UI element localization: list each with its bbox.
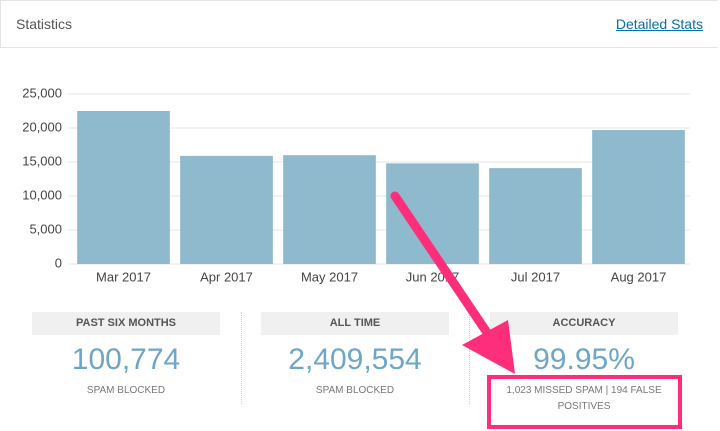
- y-tick-label: 15,000: [22, 153, 62, 168]
- y-tick-label: 20,000: [22, 119, 62, 134]
- header: Statistics Detailed Stats: [0, 0, 718, 48]
- stat-heading: ACCURACY: [490, 312, 678, 335]
- stat-heading: ALL TIME: [261, 312, 449, 335]
- bar: [592, 130, 685, 264]
- stat-value: 99.95%: [533, 343, 635, 376]
- y-tick-label: 5,000: [29, 221, 62, 236]
- bar: [489, 168, 582, 264]
- y-tick-label: 10,000: [22, 187, 62, 202]
- bar: [386, 163, 479, 264]
- x-tick-label: Jul 2017: [511, 269, 560, 284]
- bar: [180, 155, 273, 264]
- chart: 0 5,000 10,000 15,000 20,000 25,000 Mar 2017 Ap…: [22, 85, 690, 284]
- detailed-stats-link[interactable]: Detailed Stats: [615, 16, 703, 32]
- stat-value: 2,409,554: [288, 343, 422, 376]
- header-title: Statistics: [16, 16, 73, 32]
- stat-caption: SPAM BLOCKED: [86, 385, 166, 396]
- stat-caption: SPAM BLOCKED: [315, 385, 395, 396]
- stat-caption: 1,023 MISSED SPAM | 194 FALSE POSITIVES: [506, 385, 662, 412]
- stat-heading: PAST SIX MONTHS: [32, 312, 220, 335]
- y-tick-label: 25,000: [22, 85, 62, 100]
- separator: [469, 312, 470, 404]
- bar: [77, 111, 170, 264]
- stat-panel: ACCURACY 99.95% 1,023 MISSED SPAM | 194 …: [490, 312, 678, 415]
- separator: [241, 312, 242, 404]
- stat-panel: PAST SIX MONTHS 100,774 SPAM BLOCKED: [32, 312, 220, 399]
- bar: [283, 155, 376, 264]
- x-tick-label: Mar 2017: [96, 269, 151, 284]
- stat-panel: ALL TIME 2,409,554 SPAM BLOCKED: [261, 312, 449, 399]
- stat-value: 100,774: [71, 343, 181, 376]
- x-tick-label: May 2017: [301, 269, 358, 284]
- x-tick-label: Apr 2017: [200, 269, 253, 284]
- x-tick-label: Jun 2017: [406, 269, 460, 284]
- x-tick-label: Aug 2017: [611, 269, 667, 284]
- y-tick-label: 0: [55, 255, 62, 270]
